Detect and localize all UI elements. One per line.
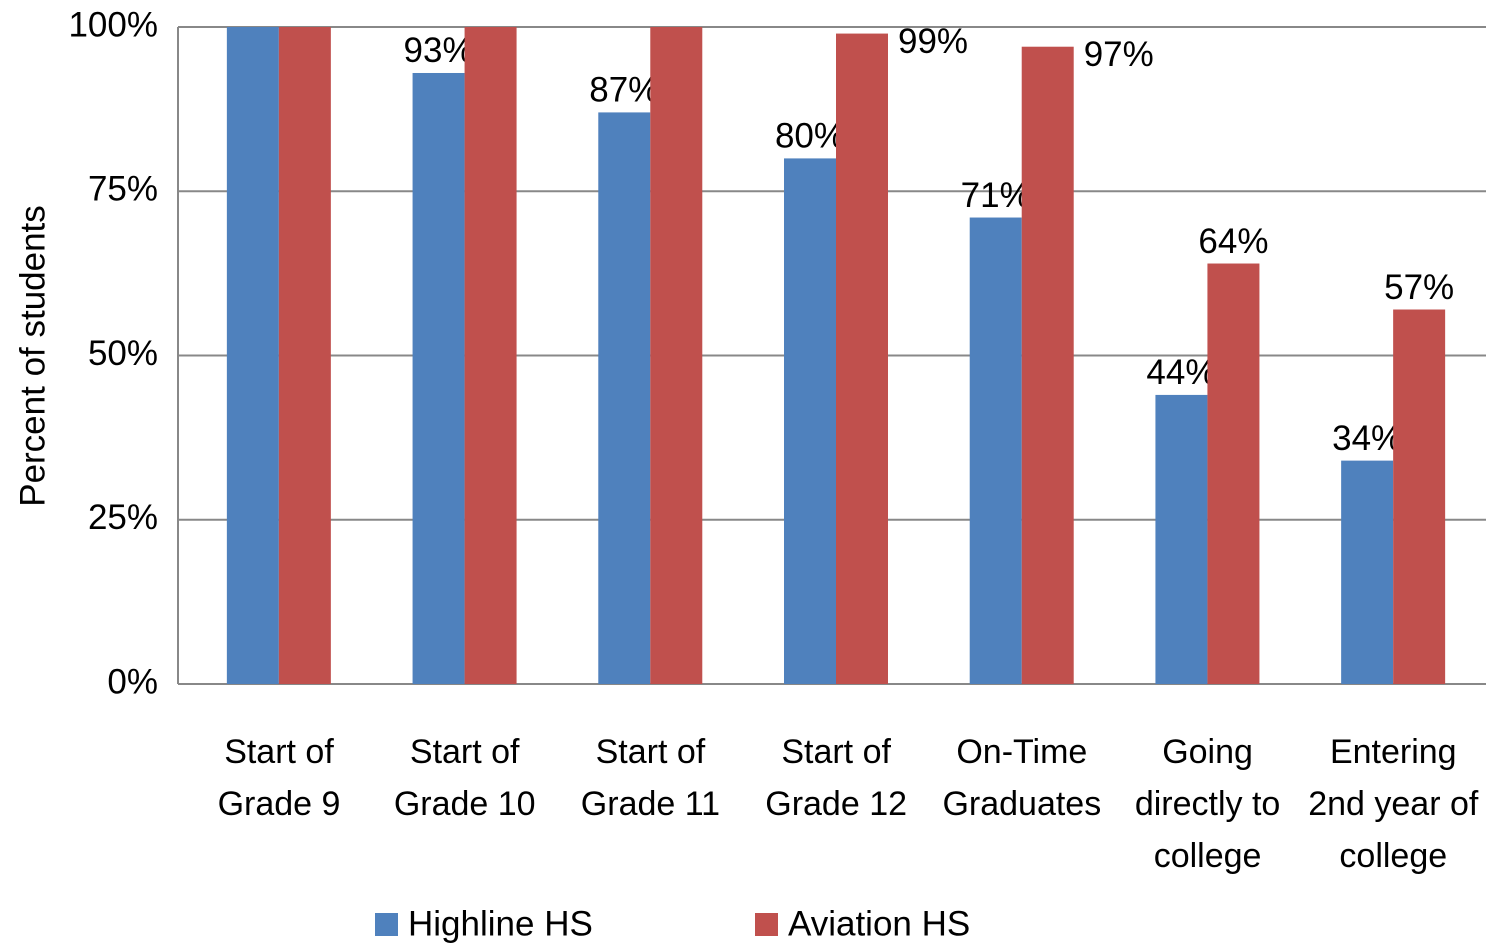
bar [412, 72, 465, 685]
bar [1207, 263, 1260, 684]
data-label: 87% [589, 71, 659, 110]
x-tick-label: Start of Grade 10 [393, 733, 536, 823]
x-tick-label: Start of Grade 9 [217, 733, 341, 823]
bar [464, 27, 517, 684]
y-tick-label: 25% [88, 498, 158, 537]
legend-swatch [375, 913, 398, 936]
bar [598, 112, 651, 684]
data-label: 34% [1332, 419, 1402, 458]
legend-label: Aviation HS [788, 904, 970, 943]
data-label: 64% [1198, 222, 1268, 261]
bar [1155, 394, 1208, 684]
data-label: 80% [775, 117, 845, 156]
x-tick-label: On-Time Graduates [942, 733, 1102, 823]
bar [278, 27, 331, 684]
x-tick-label: Going directly to college [1134, 733, 1281, 875]
y-tick-label: 100% [68, 5, 158, 44]
data-label: 71% [961, 176, 1031, 215]
y-tick-label: 50% [88, 334, 158, 373]
bar [650, 27, 703, 684]
data-label: 93% [404, 31, 474, 70]
x-tick-label: Start of Grade 11 [580, 733, 721, 823]
data-label: 57% [1384, 268, 1454, 307]
data-label: 44% [1146, 353, 1216, 392]
bar [1021, 46, 1074, 684]
y-tick-label: 75% [88, 170, 158, 209]
data-label: 97% [1084, 35, 1154, 74]
y-tick-label: 0% [107, 662, 158, 701]
x-tick-label: Start of Grade 12 [765, 733, 908, 823]
data-label: 99% [898, 22, 968, 61]
bar [784, 158, 836, 684]
bar [226, 27, 279, 684]
x-tick-label: Entering 2nd year of college [1308, 733, 1479, 875]
bar [1393, 309, 1446, 684]
y-axis-label: Percent of students [13, 205, 52, 507]
bar [1341, 460, 1394, 684]
bar [836, 33, 888, 684]
bar [969, 217, 1022, 684]
legend-label: Highline HS [408, 904, 593, 943]
legend-swatch [755, 913, 778, 936]
